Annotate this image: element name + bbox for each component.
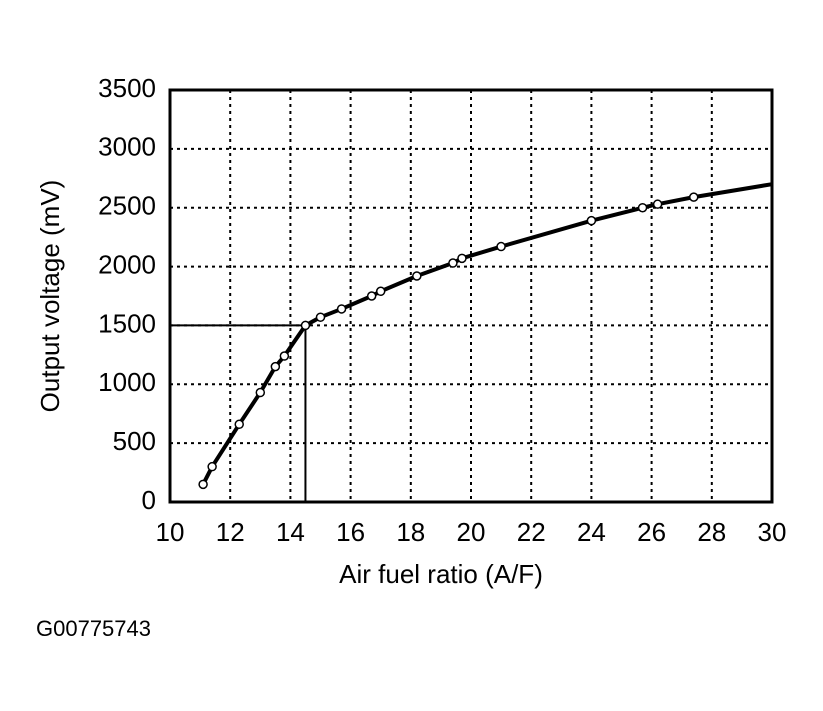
data-point: [270, 361, 281, 372]
figure-id: G00775743: [36, 616, 151, 641]
data-point: [457, 253, 467, 264]
y-tick-label: 1500: [98, 308, 156, 338]
y-tick-label: 2000: [98, 249, 156, 279]
y-tick-label: 1000: [98, 367, 156, 397]
x-tick-label: 18: [396, 517, 425, 547]
y-tick-label: 0: [142, 485, 156, 515]
x-tick-label: 10: [156, 517, 185, 547]
x-tick-label: 22: [517, 517, 546, 547]
data-point: [234, 419, 244, 430]
data-point: [586, 215, 597, 226]
data-point: [279, 351, 290, 361]
y-tick-label: 3500: [98, 73, 156, 103]
x-tick-label: 26: [637, 517, 666, 547]
data-point: [366, 291, 377, 301]
data-point: [688, 192, 699, 202]
x-tick-label: 12: [216, 517, 245, 547]
x-tick-label: 16: [336, 517, 365, 547]
x-axis-label: Air fuel ratio (A/F): [339, 559, 543, 589]
y-tick-label: 2500: [98, 191, 156, 221]
x-tick-label: 24: [577, 517, 606, 547]
x-tick-label: 14: [276, 517, 305, 547]
x-tick-label: 28: [697, 517, 726, 547]
y-tick-label: 3000: [98, 132, 156, 162]
data-point: [207, 461, 217, 472]
data-line: [201, 182, 773, 486]
data-point: [652, 199, 663, 209]
data-point: [300, 320, 311, 331]
data-point: [255, 387, 266, 398]
data-point: [448, 258, 458, 268]
x-tick-label: 20: [457, 517, 486, 547]
data-point: [375, 286, 386, 297]
data-point: [336, 304, 347, 314]
y-axis-label: Output voltage (mV): [35, 180, 65, 413]
x-tick-label: 30: [758, 517, 787, 547]
data-point: [637, 202, 648, 213]
y-tick-label: 500: [113, 426, 156, 456]
data-point: [496, 241, 506, 252]
data-point: [198, 479, 208, 490]
plot-frame: [168, 88, 774, 504]
data-point: [412, 271, 422, 281]
data-point: [315, 312, 326, 322]
